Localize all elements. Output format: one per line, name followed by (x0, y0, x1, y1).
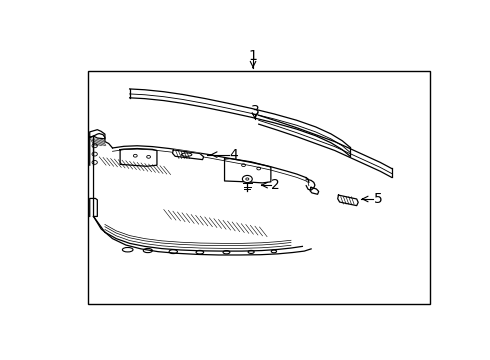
Polygon shape (338, 195, 358, 206)
Text: 3: 3 (250, 104, 259, 118)
Text: 4: 4 (230, 148, 239, 162)
Bar (88, 71, 430, 304)
Text: 5: 5 (374, 192, 383, 206)
Text: 2: 2 (271, 178, 280, 192)
Circle shape (243, 175, 252, 183)
Text: 1: 1 (248, 49, 257, 63)
Polygon shape (172, 150, 204, 159)
